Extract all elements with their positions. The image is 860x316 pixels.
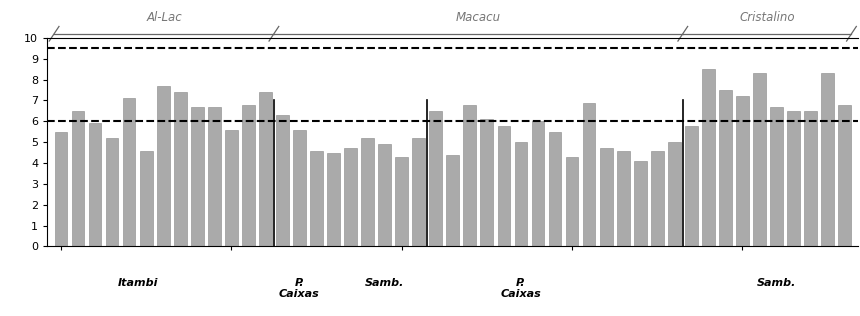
Bar [583,103,595,246]
Bar [139,150,152,246]
Bar [157,86,169,246]
Bar [361,138,374,246]
Bar [123,98,136,246]
Bar [293,130,306,246]
Bar [378,144,391,246]
Bar [89,124,101,246]
Text: P.
Caixas: P. Caixas [280,278,320,299]
Bar [208,107,221,246]
Bar [481,119,494,246]
Bar [531,121,544,246]
Bar [770,107,783,246]
Bar [54,132,67,246]
Bar [702,69,715,246]
Bar [804,111,817,246]
Bar [446,155,459,246]
Bar [634,161,647,246]
Bar [566,157,579,246]
Bar [821,73,834,246]
Text: Macacu: Macacu [456,11,501,24]
Bar [753,73,766,246]
Bar [549,132,562,246]
Text: P.
Caixas: P. Caixas [501,278,541,299]
Bar [259,92,272,246]
Bar [599,149,612,246]
Bar [787,111,800,246]
Bar [327,153,340,246]
Bar [736,96,749,246]
Bar [651,150,664,246]
Text: Cristalino: Cristalino [740,11,795,24]
Bar [344,149,357,246]
Bar [685,125,697,246]
Bar [514,142,527,246]
Bar [668,142,680,246]
Bar [310,150,322,246]
Text: Samb.: Samb. [757,278,796,288]
Bar [429,111,442,246]
Text: Samb.: Samb. [365,278,404,288]
Text: Itambi: Itambi [117,278,158,288]
Bar [191,107,204,246]
Text: Al-Lac: Al-Lac [146,11,181,24]
Bar [617,150,630,246]
Bar [412,138,425,246]
Bar [498,125,510,246]
Bar [225,130,237,246]
Bar [242,105,255,246]
Bar [174,92,187,246]
Bar [838,105,851,246]
Bar [396,157,408,246]
Bar [106,138,119,246]
Bar [71,111,84,246]
Bar [464,105,476,246]
Bar [719,90,732,246]
Bar [276,115,289,246]
